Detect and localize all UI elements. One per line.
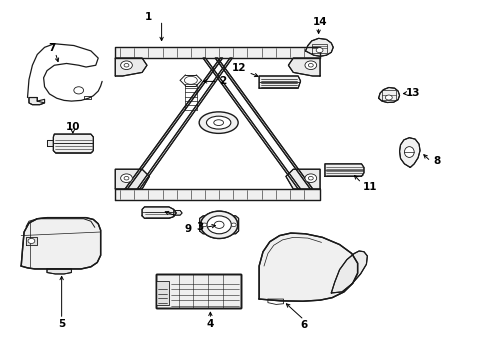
Polygon shape [115,169,149,189]
Ellipse shape [316,48,323,53]
Polygon shape [215,58,312,189]
Polygon shape [173,211,182,215]
Polygon shape [330,251,366,293]
Polygon shape [115,58,147,76]
Polygon shape [26,237,37,244]
Text: 8: 8 [432,156,440,166]
Polygon shape [115,189,320,200]
Text: 13: 13 [405,88,419,98]
Polygon shape [305,39,332,56]
Bar [156,274,241,309]
Polygon shape [137,58,232,189]
Polygon shape [53,134,93,153]
Polygon shape [285,169,320,189]
Text: 3: 3 [196,222,203,232]
Ellipse shape [184,76,197,84]
Polygon shape [47,140,53,146]
Ellipse shape [213,120,223,126]
Ellipse shape [206,216,231,234]
Polygon shape [203,58,300,189]
Polygon shape [47,269,71,274]
Ellipse shape [214,221,224,228]
Ellipse shape [231,223,236,226]
Polygon shape [29,98,44,105]
Text: 7: 7 [48,43,56,53]
Ellipse shape [206,216,231,234]
Polygon shape [21,218,101,269]
Text: 11: 11 [362,182,377,192]
Polygon shape [325,164,363,176]
Text: 5: 5 [58,319,65,329]
Text: 9: 9 [184,225,192,234]
Ellipse shape [121,174,132,183]
Text: 14: 14 [312,17,327,27]
Bar [156,274,241,309]
Polygon shape [125,58,222,189]
Ellipse shape [202,223,206,226]
Ellipse shape [206,116,230,129]
Polygon shape [259,233,357,301]
Polygon shape [259,76,300,88]
Ellipse shape [200,211,237,238]
Ellipse shape [124,176,129,180]
Ellipse shape [385,95,391,100]
Ellipse shape [28,238,35,243]
Ellipse shape [74,87,83,94]
Ellipse shape [199,112,238,134]
Text: 2: 2 [219,76,226,86]
Ellipse shape [308,176,313,180]
Bar [156,282,169,305]
Ellipse shape [404,147,413,157]
Polygon shape [199,216,238,234]
Polygon shape [288,58,320,76]
Text: 4: 4 [206,319,214,329]
Ellipse shape [308,63,313,67]
Text: 1: 1 [144,12,151,22]
Ellipse shape [121,61,132,69]
Ellipse shape [214,221,224,228]
Text: 10: 10 [65,122,80,132]
Ellipse shape [124,63,129,67]
Text: 12: 12 [231,63,245,73]
Bar [156,274,241,309]
Polygon shape [399,138,419,167]
Polygon shape [115,47,320,58]
Ellipse shape [200,211,237,238]
Text: 6: 6 [300,320,307,330]
Ellipse shape [305,174,316,183]
Ellipse shape [305,61,316,69]
Polygon shape [142,207,176,219]
Polygon shape [378,87,399,103]
